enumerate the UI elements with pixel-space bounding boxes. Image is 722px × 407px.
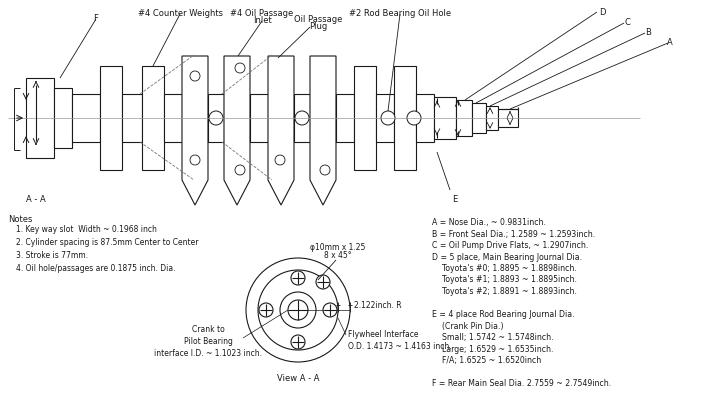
Polygon shape (268, 56, 294, 205)
Bar (54, 88, 72, 148)
Text: F = Rear Main Seal Dia. 2.7559 ~ 2.7549inch.: F = Rear Main Seal Dia. 2.7559 ~ 2.7549i… (432, 379, 612, 388)
Text: 4. Oil hole/passages are 0.1875 inch. Dia.: 4. Oil hole/passages are 0.1875 inch. Di… (16, 264, 175, 273)
Bar (498, 109, 518, 127)
Polygon shape (310, 56, 336, 205)
Polygon shape (182, 56, 208, 205)
Text: 8 x 45°: 8 x 45° (324, 251, 352, 260)
Circle shape (291, 271, 305, 285)
Text: D = 5 place, Main Bearing Journal Dia.: D = 5 place, Main Bearing Journal Dia. (432, 252, 582, 262)
Bar (376, 94, 394, 142)
Text: Inlet: Inlet (253, 16, 271, 25)
Circle shape (275, 155, 285, 165)
Bar (294, 94, 310, 142)
Bar (26, 78, 54, 158)
Text: A = Nose Dia., ~ 0.9831inch.: A = Nose Dia., ~ 0.9831inch. (432, 218, 546, 227)
Bar (336, 94, 354, 142)
Text: #4 Oil Passage: #4 Oil Passage (230, 9, 294, 18)
Text: Oil Passage: Oil Passage (294, 15, 342, 24)
Circle shape (291, 335, 305, 349)
Text: C: C (624, 18, 630, 27)
Circle shape (258, 270, 338, 350)
Text: 2. Cylinder spacing is 87.5mm Center to Center: 2. Cylinder spacing is 87.5mm Center to … (16, 238, 199, 247)
Bar (164, 94, 182, 142)
Text: #4 Counter Weights: #4 Counter Weights (137, 9, 222, 18)
Bar (416, 94, 434, 142)
Circle shape (190, 155, 200, 165)
Circle shape (235, 63, 245, 73)
Circle shape (323, 303, 337, 317)
Text: D: D (599, 8, 605, 17)
Bar (142, 66, 164, 170)
Bar (354, 66, 376, 170)
Text: View A - A: View A - A (277, 374, 319, 383)
Bar (100, 66, 122, 170)
Bar (72, 94, 100, 142)
Circle shape (246, 258, 350, 362)
Text: 3. Stroke is 77mm.: 3. Stroke is 77mm. (16, 251, 88, 260)
Text: #2 Rod Bearing Oil Hole: #2 Rod Bearing Oil Hole (349, 9, 451, 18)
Polygon shape (224, 56, 250, 205)
Bar (434, 97, 456, 139)
Text: Flywheel Interface
O.D. 1.4173 ~ 1.4163 inch.: Flywheel Interface O.D. 1.4173 ~ 1.4163 … (348, 330, 452, 351)
Bar (208, 94, 224, 142)
Bar (472, 103, 486, 133)
Text: Notes: Notes (8, 215, 32, 224)
Text: 1. Key way slot  Width ~ 0.1968 inch: 1. Key way slot Width ~ 0.1968 inch (16, 225, 157, 234)
Text: C = Oil Pump Drive Flats, ~ 1.2907inch.: C = Oil Pump Drive Flats, ~ 1.2907inch. (432, 241, 588, 250)
Text: A: A (667, 38, 673, 47)
Circle shape (259, 303, 273, 317)
Bar (456, 100, 472, 136)
Text: 2.122inch. R: 2.122inch. R (354, 300, 401, 309)
Text: φ10mm x 1.25: φ10mm x 1.25 (310, 243, 365, 252)
Circle shape (407, 111, 421, 125)
Text: Toyota's #2; 1.8891 ~ 1.8893inch.: Toyota's #2; 1.8891 ~ 1.8893inch. (432, 287, 577, 296)
Text: Toyota's #0; 1.8895 ~ 1.8898inch.: Toyota's #0; 1.8895 ~ 1.8898inch. (432, 264, 577, 273)
Text: Toyota's #1; 1.8893 ~ 1.8895inch.: Toyota's #1; 1.8893 ~ 1.8895inch. (432, 276, 577, 284)
Bar (250, 94, 268, 142)
Circle shape (295, 111, 309, 125)
Circle shape (316, 275, 330, 289)
Text: E = 4 place Rod Bearing Journal Dia.: E = 4 place Rod Bearing Journal Dia. (432, 310, 575, 319)
Bar (122, 94, 142, 142)
Circle shape (209, 111, 223, 125)
Circle shape (288, 300, 308, 320)
Circle shape (381, 111, 395, 125)
Bar (394, 66, 416, 170)
Bar (486, 106, 498, 130)
Circle shape (190, 71, 200, 81)
Text: B: B (645, 28, 651, 37)
Text: (Crank Pin Dia.): (Crank Pin Dia.) (432, 322, 503, 330)
Text: F/A; 1.6525 ~ 1.6520inch: F/A; 1.6525 ~ 1.6520inch (432, 356, 542, 365)
Circle shape (320, 165, 330, 175)
Text: Crank to
Pilot Bearing
interface I.D. ~ 1.1023 inch.: Crank to Pilot Bearing interface I.D. ~ … (154, 325, 262, 358)
Text: Large; 1.6529 ~ 1.6535inch.: Large; 1.6529 ~ 1.6535inch. (432, 344, 554, 354)
Text: F: F (94, 14, 98, 23)
Text: A - A: A - A (26, 195, 46, 204)
Text: E: E (452, 195, 457, 204)
Text: Small; 1.5742 ~ 1.5748inch.: Small; 1.5742 ~ 1.5748inch. (432, 333, 554, 342)
Text: B = Front Seal Dia.; 1.2589 ~ 1.2593inch.: B = Front Seal Dia.; 1.2589 ~ 1.2593inch… (432, 230, 595, 239)
Circle shape (280, 292, 316, 328)
Text: Plug: Plug (309, 22, 327, 31)
Circle shape (235, 165, 245, 175)
